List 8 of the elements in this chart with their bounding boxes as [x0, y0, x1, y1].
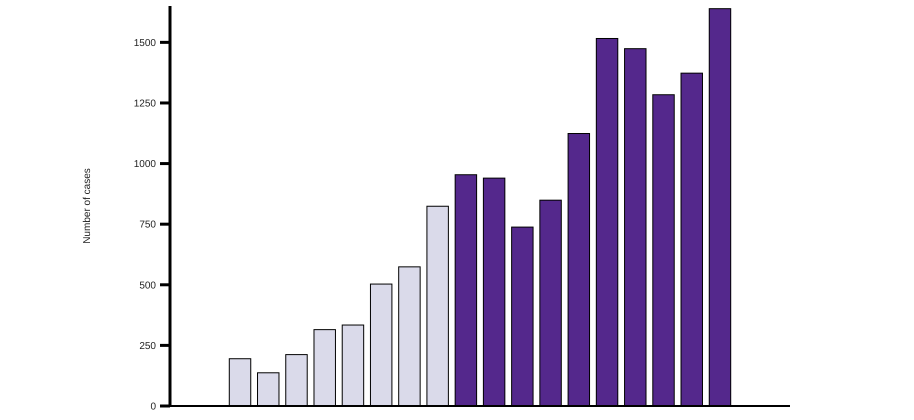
y-tick-label: 750 — [139, 220, 156, 231]
y-tick-label: 0 — [150, 402, 156, 412]
y-tick-label: 1250 — [134, 98, 156, 110]
y-tick-label: 1000 — [134, 159, 156, 170]
y-tick-label: 250 — [139, 340, 156, 352]
y-axis-title: Number of cases — [82, 168, 93, 244]
y-tick-label: 1500 — [134, 38, 156, 49]
y-tick-label: 500 — [139, 280, 156, 292]
